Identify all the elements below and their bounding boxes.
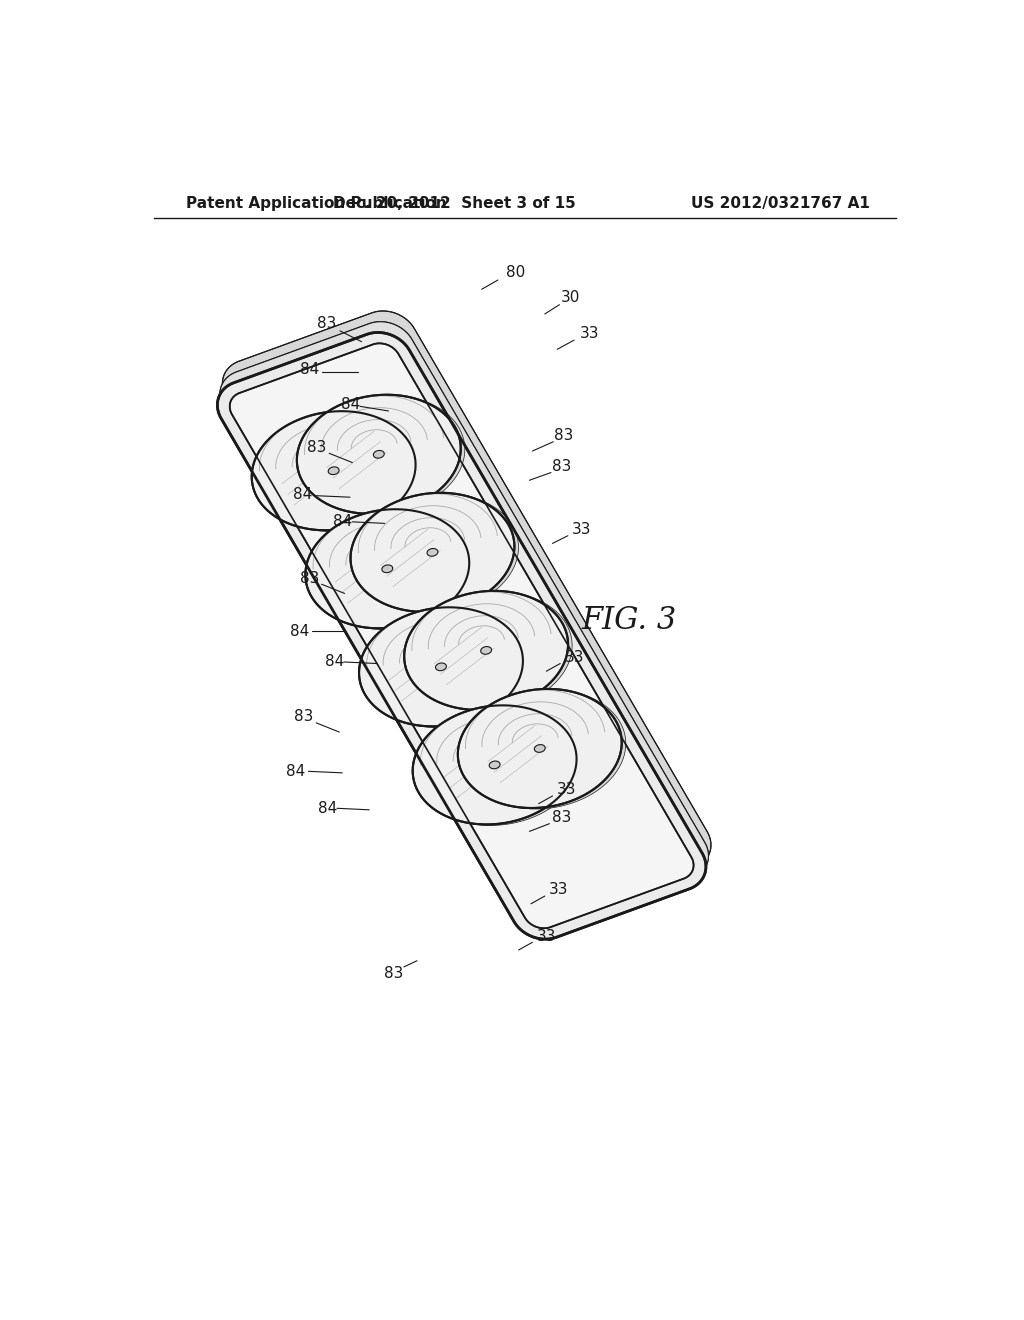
Text: 84: 84 (341, 397, 360, 412)
Text: 84: 84 (318, 801, 337, 816)
Text: 33: 33 (580, 326, 599, 342)
Text: 30: 30 (561, 289, 581, 305)
Polygon shape (480, 647, 492, 655)
Polygon shape (354, 494, 518, 612)
Text: 84: 84 (334, 515, 352, 529)
Polygon shape (417, 706, 581, 825)
Polygon shape (297, 395, 461, 513)
Polygon shape (252, 412, 416, 531)
Polygon shape (220, 322, 709, 928)
Polygon shape (359, 607, 523, 726)
Text: 83: 83 (554, 428, 573, 444)
Text: 83: 83 (384, 965, 403, 981)
Text: 84: 84 (300, 362, 319, 378)
Text: FIG. 3: FIG. 3 (582, 605, 677, 636)
Polygon shape (305, 510, 469, 628)
Text: 83: 83 (552, 459, 571, 474)
Text: 84: 84 (287, 764, 306, 779)
Polygon shape (535, 744, 545, 752)
Text: 84: 84 (294, 487, 312, 502)
Text: 80: 80 (506, 265, 525, 280)
Text: 83: 83 (552, 810, 571, 825)
Polygon shape (350, 492, 514, 612)
Text: US 2012/0321767 A1: US 2012/0321767 A1 (691, 195, 869, 211)
Polygon shape (404, 591, 568, 710)
Polygon shape (217, 333, 706, 939)
Polygon shape (435, 663, 446, 671)
Polygon shape (229, 343, 693, 928)
Text: 33: 33 (549, 882, 568, 898)
Polygon shape (413, 705, 577, 825)
Polygon shape (374, 450, 384, 458)
Polygon shape (382, 565, 393, 573)
Text: Patent Application Publication: Patent Application Publication (186, 195, 446, 211)
Text: 33: 33 (557, 783, 577, 797)
Polygon shape (489, 762, 500, 768)
Text: 33: 33 (537, 928, 556, 944)
Polygon shape (458, 689, 622, 808)
Text: 83: 83 (294, 709, 313, 725)
Polygon shape (222, 312, 711, 917)
Polygon shape (427, 549, 438, 556)
Text: 33: 33 (564, 649, 584, 665)
Text: Dec. 20, 2012  Sheet 3 of 15: Dec. 20, 2012 Sheet 3 of 15 (333, 195, 575, 211)
Polygon shape (462, 690, 626, 809)
Polygon shape (301, 396, 465, 515)
Text: 83: 83 (317, 317, 337, 331)
Polygon shape (256, 412, 420, 531)
Text: 84: 84 (291, 623, 309, 639)
Polygon shape (309, 511, 473, 630)
Text: 33: 33 (572, 521, 592, 537)
Polygon shape (409, 591, 572, 711)
Text: 83: 83 (307, 440, 327, 454)
Polygon shape (329, 467, 339, 475)
Text: 83: 83 (299, 570, 318, 586)
Polygon shape (364, 609, 527, 727)
Text: 84: 84 (325, 655, 344, 669)
